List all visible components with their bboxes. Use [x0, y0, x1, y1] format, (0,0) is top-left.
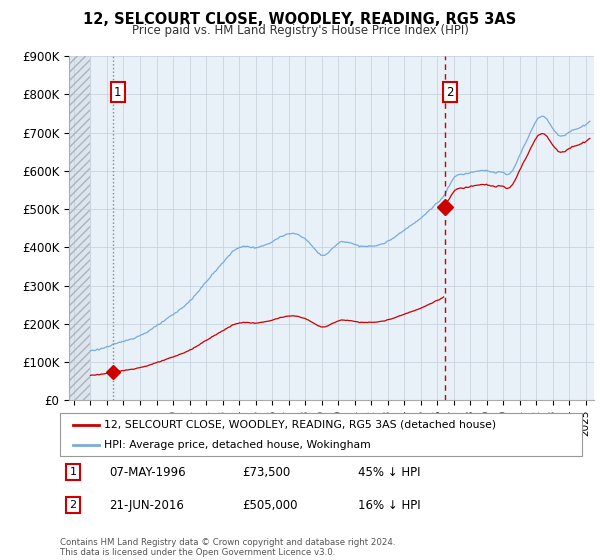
- Text: 2: 2: [70, 500, 77, 510]
- Text: £73,500: £73,500: [242, 465, 291, 479]
- Text: 07-MAY-1996: 07-MAY-1996: [110, 465, 186, 479]
- Text: Price paid vs. HM Land Registry's House Price Index (HPI): Price paid vs. HM Land Registry's House …: [131, 24, 469, 37]
- Text: 45% ↓ HPI: 45% ↓ HPI: [358, 465, 420, 479]
- Text: 12, SELCOURT CLOSE, WOODLEY, READING, RG5 3AS (detached house): 12, SELCOURT CLOSE, WOODLEY, READING, RG…: [104, 419, 496, 430]
- Text: 12, SELCOURT CLOSE, WOODLEY, READING, RG5 3AS: 12, SELCOURT CLOSE, WOODLEY, READING, RG…: [83, 12, 517, 27]
- Text: 2: 2: [446, 86, 454, 99]
- Text: £505,000: £505,000: [242, 498, 298, 512]
- Text: 1: 1: [114, 86, 121, 99]
- Bar: [69, 56, 91, 400]
- FancyBboxPatch shape: [60, 413, 582, 456]
- Text: HPI: Average price, detached house, Wokingham: HPI: Average price, detached house, Woki…: [104, 440, 371, 450]
- Text: 21-JUN-2016: 21-JUN-2016: [110, 498, 184, 512]
- Text: Contains HM Land Registry data © Crown copyright and database right 2024.
This d: Contains HM Land Registry data © Crown c…: [60, 538, 395, 557]
- Text: 1: 1: [70, 467, 77, 477]
- Bar: [69, 56, 91, 400]
- Text: 16% ↓ HPI: 16% ↓ HPI: [358, 498, 420, 512]
